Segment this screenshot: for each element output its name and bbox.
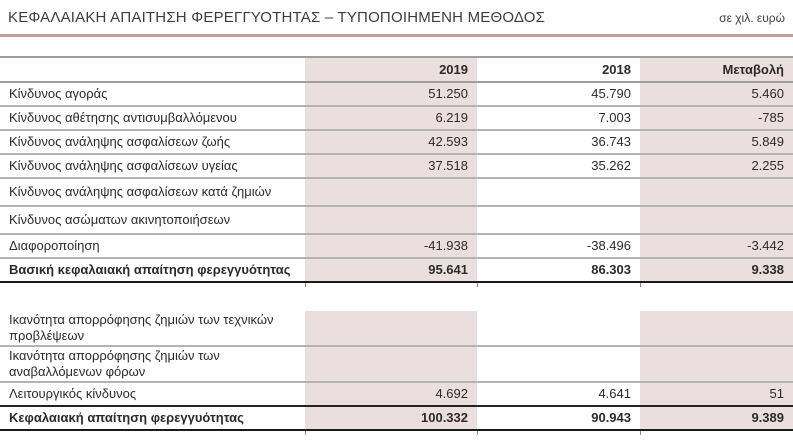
column-header-2018: 2018: [477, 57, 640, 83]
solvency-table-adjustments-wrap: Ικανότητα απορρόφησης ζημιών των τεχνικώ…: [0, 311, 793, 435]
value-cell-2019: 51.250: [305, 82, 477, 106]
row-label: Διαφοροποίηση: [9, 238, 100, 253]
value-cell-2018: 7.003: [598, 110, 631, 125]
value-cell-2019: 37.518: [305, 154, 477, 178]
row-label: Κίνδυνος ανάληψης ασφαλίσεων κατά ζημιών: [9, 184, 272, 199]
value-cell-2019: [305, 206, 477, 234]
table-row: Ικανότητα απορρόφησης ζημιών των αναβαλλ…: [0, 346, 793, 382]
row-label: Κίνδυνος ανάληψης ασφαλίσεων υγείας: [9, 158, 238, 173]
value-cell-2018: [477, 311, 640, 346]
column-tick: [477, 431, 478, 435]
value-cell-2019: [305, 346, 477, 382]
row-label: Λειτουργικός κίνδυνος: [9, 386, 137, 401]
value-cell-2018: 90.943: [591, 410, 631, 425]
column-tick: [305, 283, 306, 287]
table-row: Διαφοροποίηση -41.938 -38.496 -3.442: [0, 234, 793, 258]
value-cell-change: [640, 206, 793, 234]
table-row: Κεφαλαιακή απαίτηση φερεγγυότητας 100.332…: [0, 406, 793, 430]
value-cell-change: [640, 346, 793, 382]
table-row: Κίνδυνος αγοράς 51.250 45.790 5.460: [0, 82, 793, 106]
value-cell-2018: -38.496: [586, 238, 631, 253]
value-cell-2019: 6.219: [305, 106, 477, 130]
value-cell-change: 51: [640, 382, 793, 406]
solvency-table-main: 2019 2018 Μεταβολή Κίνδυνος αγοράς 51.250…: [0, 56, 793, 283]
value-cell-change: 5.849: [640, 130, 793, 154]
value-cell-change: -785: [640, 106, 793, 130]
value-cell-2019: -41.938: [305, 234, 477, 258]
row-label: Κεφαλαιακή απαίτηση φερεγγυότητας: [9, 410, 244, 425]
page-title: ΚΕΦΑΛΑΙΑΚΗ ΑΠΑΙΤΗΣΗ ΦΕΡΕΓΓΥΟΤΗΤΑΣ – ΤΥΠΟ…: [8, 9, 546, 26]
solvency-table-adjustments: Ικανότητα απορρόφησης ζημιών των τεχνικώ…: [0, 311, 793, 431]
row-label: Ικανότητα απορρόφησης ζημιών των αναβαλλ…: [9, 348, 220, 379]
value-cell-2018: 35.262: [591, 158, 631, 173]
table-row: Κίνδυνος αθέτησης αντισυμβαλλόμενου 6.219…: [0, 106, 793, 130]
value-cell-2019: 95.641: [305, 258, 477, 282]
table-row: Ικανότητα απορρόφησης ζημιών των τεχνικώ…: [0, 311, 793, 346]
value-cell-change: [640, 311, 793, 346]
table-row: Λειτουργικός κίνδυνος 4.692 4.641 51: [0, 382, 793, 406]
document-header: ΚΕΦΑΛΑΙΑΚΗ ΑΠΑΙΤΗΣΗ ΦΕΡΕΓΓΥΟΤΗΤΑΣ – ΤΥΠΟ…: [0, 0, 793, 26]
report-page: ΚΕΦΑΛΑΙΑΚΗ ΑΠΑΙΤΗΣΗ ΦΕΡΕΓΓΥΟΤΗΤΑΣ – ΤΥΠΟ…: [0, 0, 793, 435]
column-header-label: [0, 57, 305, 83]
table-row: Κίνδυνος ανάληψης ασφαλίσεων ζωής 42.593 3…: [0, 130, 793, 154]
value-cell-2018: 45.790: [591, 86, 631, 101]
value-cell-change: 9.338: [640, 258, 793, 282]
row-label: Κίνδυνος αθέτησης αντισυμβαλλόμενου: [9, 110, 237, 125]
column-header-2019: 2019: [305, 57, 477, 83]
table-row: Κίνδυνος ανάληψης ασφαλίσεων κατά ζημιών: [0, 178, 793, 206]
value-cell-change: 9.389: [640, 406, 793, 430]
value-cell-2018: 4.641: [598, 386, 631, 401]
row-label: Κίνδυνος ασώματων ακινητοποιήσεων: [9, 212, 231, 227]
value-cell-2018: 86.303: [591, 262, 631, 277]
value-cell-2018: [477, 178, 640, 206]
value-cell-change: 2.255: [640, 154, 793, 178]
column-tick: [477, 283, 478, 287]
row-label: Ικανότητα απορρόφησης ζημιών των τεχνικώ…: [9, 312, 274, 343]
value-cell-2019: [305, 178, 477, 206]
value-cell-2019: 100.332: [305, 406, 477, 430]
value-cell-change: [640, 178, 793, 206]
value-cell-2018: [477, 346, 640, 382]
column-header-change: Μεταβολή: [640, 57, 793, 83]
row-label: Κίνδυνος αγοράς: [9, 86, 108, 101]
table-row: Βασική κεφαλαιακή απαίτηση φερεγγυότητας…: [0, 258, 793, 282]
value-cell-2018: [477, 206, 640, 234]
row-label: Βασική κεφαλαιακή απαίτηση φερεγγυότητας: [9, 262, 291, 277]
column-tick: [640, 431, 641, 435]
column-tick: [305, 431, 306, 435]
value-cell-2019: [305, 311, 477, 346]
unit-note: σε χιλ. ευρώ: [719, 11, 785, 25]
table-row: Κίνδυνος ασώματων ακινητοποιήσεων: [0, 206, 793, 234]
title-divider: [0, 34, 793, 37]
value-cell-change: 5.460: [640, 82, 793, 106]
solvency-table-main-wrap: 2019 2018 Μεταβολή Κίνδυνος αγοράς 51.250…: [0, 56, 793, 287]
value-cell-2019: 42.593: [305, 130, 477, 154]
row-label: Κίνδυνος ανάληψης ασφαλίσεων ζωής: [9, 134, 231, 149]
value-cell-change: -3.442: [640, 234, 793, 258]
column-tick: [640, 283, 641, 287]
table-row: Κίνδυνος ανάληψης ασφαλίσεων υγείας 37.51…: [0, 154, 793, 178]
value-cell-2018: 36.743: [591, 134, 631, 149]
header-row: 2019 2018 Μεταβολή: [0, 57, 793, 83]
value-cell-2019: 4.692: [305, 382, 477, 406]
